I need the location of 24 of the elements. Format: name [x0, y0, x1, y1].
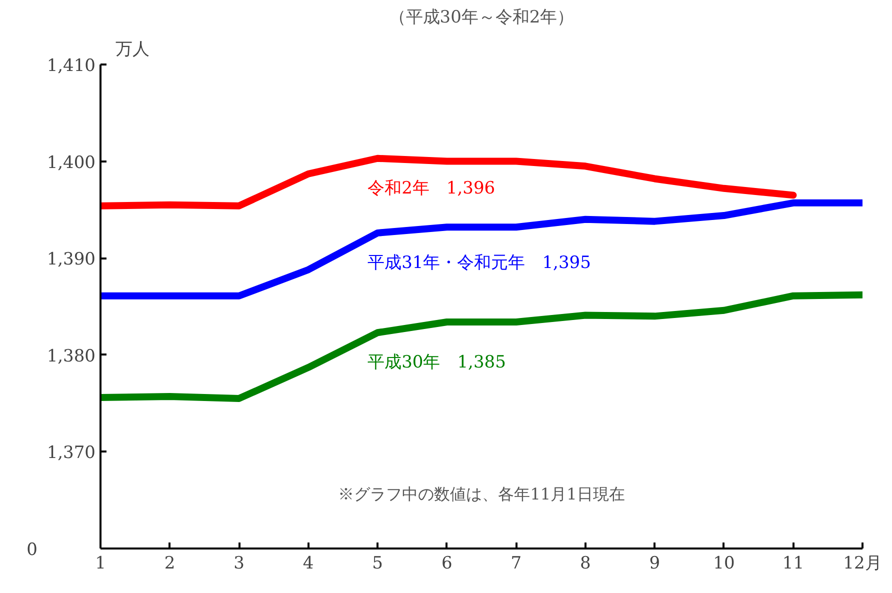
text: 0	[26, 540, 38, 560]
x-tick-label: 7	[510, 554, 522, 574]
x-tick-label: 3	[234, 554, 244, 574]
series-label: 平成30年 1,385	[368, 352, 506, 373]
y-axis-title: 万人	[116, 40, 150, 60]
y-tick-label: 1,410	[46, 56, 96, 76]
y-tick-label: 1,400	[46, 152, 96, 173]
chart-title: （平成30年～令和2年）	[388, 8, 574, 28]
x-tick-label: 10	[713, 554, 735, 574]
y-tick-label: 1,370	[46, 443, 96, 464]
y-tick-label: 1,390	[46, 250, 96, 270]
x-tick-label: 1	[95, 554, 106, 574]
series-label: 平成31年・令和元年 1,395	[368, 252, 591, 273]
x-tick-label: 5	[372, 554, 384, 574]
x-tick-label: 9	[649, 554, 660, 574]
x-tick-label: 4	[302, 554, 314, 574]
x-tick-label: 11	[782, 554, 804, 574]
y-tick-label: 1,380	[46, 346, 96, 366]
x-tick-label: 2	[164, 554, 176, 574]
x-tick-label: 12月	[843, 554, 882, 574]
x-tick-label: 8	[580, 554, 591, 574]
x-tick-label: 6	[441, 554, 452, 574]
series-label: 令和2年 1,396	[368, 178, 496, 198]
annotation: ※グラフ中の数値は、各年11月1日現在	[338, 484, 625, 504]
